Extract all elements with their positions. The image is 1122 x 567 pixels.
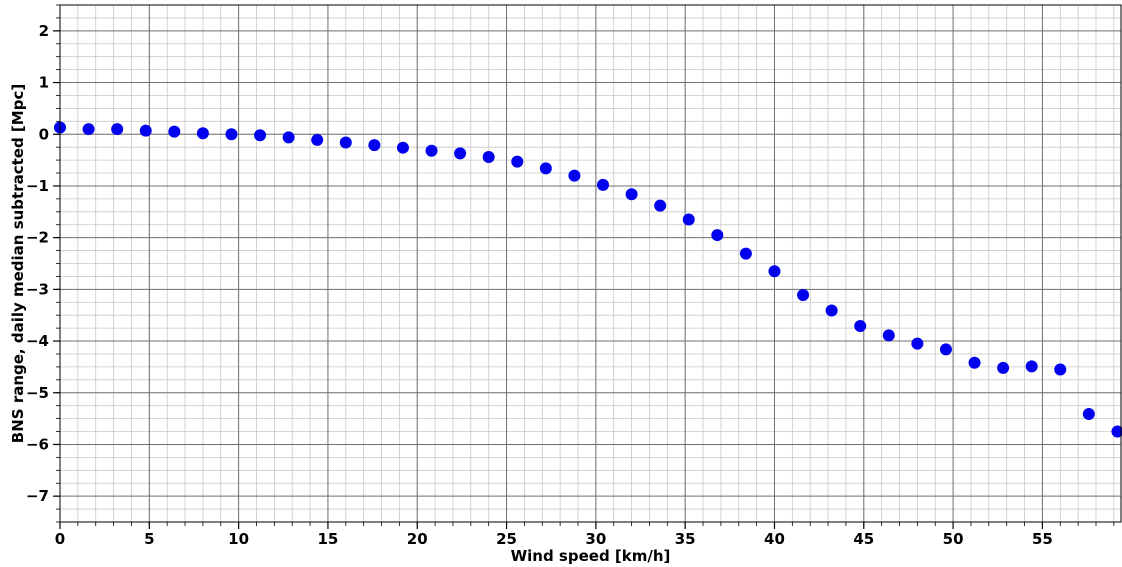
data-point xyxy=(739,247,752,260)
y-axis-label: BNS range, daily median subtracted [Mpc] xyxy=(9,84,27,443)
data-point xyxy=(225,128,238,141)
x-tick-label: 10 xyxy=(228,530,249,548)
data-point xyxy=(1025,360,1038,373)
x-axis-label: Wind speed [km/h] xyxy=(511,547,671,565)
data-point xyxy=(339,136,352,149)
data-points xyxy=(54,121,1122,438)
x-tick-label: 35 xyxy=(675,530,696,548)
data-point xyxy=(911,337,924,350)
x-tick-label: 15 xyxy=(317,530,338,548)
data-point xyxy=(625,188,638,201)
data-point xyxy=(282,131,295,144)
data-point xyxy=(139,124,152,137)
data-point xyxy=(482,150,495,163)
x-tick-label: 30 xyxy=(585,530,606,548)
data-point xyxy=(396,141,409,154)
data-point xyxy=(597,178,610,191)
y-tick-label: −6 xyxy=(26,435,49,453)
x-tick-label: 0 xyxy=(55,530,65,548)
y-tick-label: −7 xyxy=(26,487,49,505)
data-point xyxy=(425,144,438,157)
data-point xyxy=(997,361,1010,374)
x-tick-label: 55 xyxy=(1032,530,1053,548)
x-tick-label: 50 xyxy=(943,530,964,548)
y-tick-label: −2 xyxy=(26,229,49,247)
y-tick-label: 0 xyxy=(39,125,49,143)
data-point xyxy=(1082,407,1095,420)
data-point xyxy=(168,125,181,138)
data-point xyxy=(539,162,552,175)
data-point xyxy=(311,133,324,146)
data-point xyxy=(768,265,781,278)
data-point xyxy=(254,129,267,142)
data-point xyxy=(882,329,895,342)
data-point xyxy=(368,139,381,152)
data-point xyxy=(682,213,695,226)
data-point xyxy=(1111,425,1122,438)
data-point xyxy=(854,320,867,333)
data-point xyxy=(196,127,209,140)
x-axis-ticks: 0 5 10 15 20 25 30 35 40 45 50 55 xyxy=(55,522,1115,548)
y-tick-label: −4 xyxy=(26,332,49,350)
x-tick-label: 20 xyxy=(407,530,428,548)
data-point xyxy=(711,229,724,242)
data-point xyxy=(568,169,581,182)
data-point xyxy=(968,356,981,369)
x-tick-label: 25 xyxy=(496,530,517,548)
y-tick-label: −3 xyxy=(26,280,49,298)
y-tick-label: 2 xyxy=(39,22,49,40)
data-point xyxy=(797,289,810,302)
data-point xyxy=(825,304,838,317)
data-point xyxy=(654,199,667,212)
x-tick-label: 45 xyxy=(853,530,874,548)
data-point xyxy=(1054,363,1067,376)
data-point xyxy=(939,343,952,356)
data-point xyxy=(454,147,467,160)
data-point xyxy=(511,155,524,168)
y-tick-label: −1 xyxy=(26,177,49,195)
x-tick-label: 40 xyxy=(764,530,785,548)
y-tick-label: −5 xyxy=(26,384,49,402)
data-point xyxy=(82,123,95,136)
data-point xyxy=(111,123,124,136)
x-tick-label: 5 xyxy=(144,530,154,548)
y-tick-label: 1 xyxy=(39,74,49,92)
y-axis-ticks: 2 1 0 −1 −2 −3 −4 −5 −6 −7 xyxy=(26,4,60,523)
